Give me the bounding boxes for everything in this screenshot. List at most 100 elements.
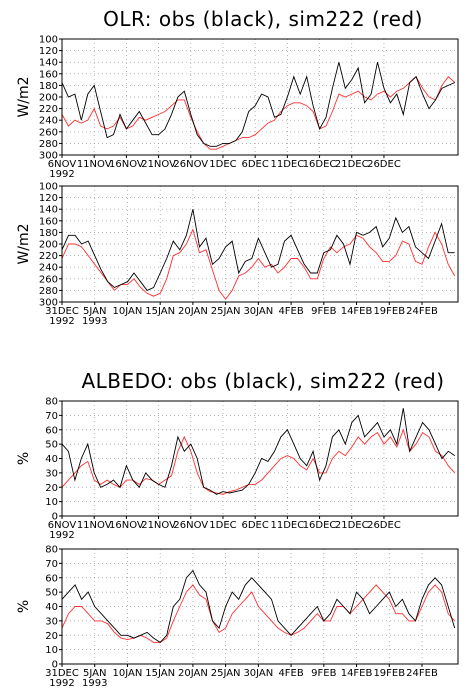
x-tick-label: 31DEC [45, 668, 79, 679]
albedo-chart-nov-dec: 0 10 20 30 40 50 60 70 80 6NOV199211NOV16NOV21NOV… [16, 397, 459, 541]
x-tick-label: 15JAN [145, 668, 175, 679]
x-tick-label: 5JAN [83, 306, 106, 317]
plot-frame [61, 400, 459, 517]
x-tick-label: 26NOV [173, 159, 208, 170]
x-tick-label: 21DEC [335, 159, 369, 170]
y-tick-label: 220 [39, 104, 58, 115]
y-tick-label: 200 [39, 93, 58, 104]
x-tick-label: 19FEB [373, 306, 405, 317]
x-tick-year-label: 1993 [82, 678, 107, 689]
x-tick-label: 19FEB [373, 668, 405, 679]
x-tick-label: 14FEB [341, 668, 373, 679]
y-tick-label: 220 [39, 251, 58, 262]
y-tick-label: 60 [45, 573, 58, 584]
x-tick-year-label: 1992 [49, 678, 74, 689]
y-tick-label: 300 [39, 151, 58, 162]
x-tick-label: 24FEB [406, 306, 438, 317]
y-axis-label: W/m2 [16, 76, 32, 117]
x-tick-label: 21NOV [141, 520, 176, 531]
x-tick-label: 16DEC [303, 159, 337, 170]
x-tick-label: 1DEC [209, 159, 236, 170]
y-axis-label: % [16, 600, 32, 613]
x-tick-label: 25JAN [211, 306, 241, 317]
series-line-sim [62, 428, 456, 495]
series-line-sim [62, 584, 456, 643]
y-tick-label: 0 [52, 512, 58, 523]
x-tick-label: 6DEC [241, 159, 268, 170]
x-tick-label: 30JAN [243, 668, 273, 679]
x-tick-label: 21NOV [141, 159, 176, 170]
olr-title: OLR: obs (black), sim222 (red) [103, 7, 423, 31]
series-line-obs [62, 62, 455, 147]
y-tick-label: 300 [39, 298, 58, 309]
x-tick-year-label: 1992 [49, 316, 74, 327]
x-tick-label: 16NOV [109, 520, 144, 531]
x-tick-label: 5JAN [83, 668, 106, 679]
y-tick-label: 280 [39, 286, 58, 297]
x-tick-label: 4FEB [278, 668, 303, 679]
x-tick-label: 26NOV [173, 520, 208, 531]
y-axis-label: % [16, 452, 32, 465]
y-tick-label: 120 [39, 193, 58, 204]
x-tick-label: 16NOV [109, 159, 144, 170]
y-tick-label: 40 [45, 454, 58, 465]
series-line-sim [62, 228, 456, 300]
y-tick-label: 20 [45, 631, 58, 642]
y-tick-label: 200 [39, 240, 58, 251]
plot-frame [61, 548, 459, 665]
y-tick-label: 30 [45, 468, 58, 479]
x-tick-label: 9FEB [311, 668, 336, 679]
y-tick-label: 100 [39, 182, 58, 193]
y-tick-label: 10 [45, 645, 58, 656]
x-tick-label: 15JAN [145, 306, 175, 317]
x-tick-label: 4FEB [278, 306, 303, 317]
x-tick-label: 11NOV [77, 159, 112, 170]
x-tick-label: 11DEC [270, 159, 304, 170]
x-tick-label: 11NOV [77, 520, 112, 531]
y-tick-label: 260 [39, 274, 58, 285]
y-tick-label: 0 [52, 660, 58, 671]
y-tick-label: 40 [45, 602, 58, 613]
y-tick-label: 80 [45, 545, 58, 556]
y-tick-label: 240 [39, 116, 58, 127]
x-tick-label: 21DEC [335, 520, 369, 531]
x-tick-label: 30JAN [243, 306, 273, 317]
x-tick-label: 10JAN [113, 668, 143, 679]
x-tick-label: 11DEC [270, 520, 304, 531]
y-tick-label: 70 [45, 411, 58, 422]
x-tick-label: 26DEC [367, 520, 401, 531]
y-tick-label: 180 [39, 81, 58, 92]
x-tick-label: 24FEB [406, 668, 438, 679]
y-tick-label: 50 [45, 440, 58, 451]
x-tick-label: 31DEC [45, 306, 79, 317]
y-tick-label: 260 [39, 127, 58, 138]
x-tick-label: 16DEC [303, 520, 337, 531]
albedo-title: ALBEDO: obs (black), sim222 (red) [81, 369, 444, 393]
y-tick-label: 70 [45, 559, 58, 570]
x-tick-label: 9FEB [311, 306, 336, 317]
x-tick-year-label: 1992 [49, 169, 74, 180]
y-tick-label: 50 [45, 588, 58, 599]
plot-frame [61, 38, 459, 156]
x-tick-label: 25JAN [211, 668, 241, 679]
y-tick-label: 10 [45, 497, 58, 508]
x-tick-year-label: 1992 [49, 530, 74, 541]
x-tick-label: 20JAN [178, 668, 208, 679]
y-tick-label: 280 [39, 139, 58, 150]
x-tick-label: 14FEB [341, 306, 373, 317]
y-tick-label: 120 [39, 46, 58, 57]
olr-chart-nov-dec: 1001201401601802002202402602803006NOV199… [16, 35, 459, 180]
x-tick-label: 6NOV [48, 159, 77, 170]
series-line-obs [62, 569, 456, 643]
x-tick-label: 10JAN [113, 306, 143, 317]
series-line-sim [62, 75, 456, 150]
x-tick-label: 6DEC [241, 520, 268, 531]
y-tick-label: 20 [45, 483, 58, 494]
series-line-obs [62, 408, 456, 495]
x-tick-label: 1DEC [209, 520, 236, 531]
y-tick-label: 240 [39, 263, 58, 274]
x-tick-label: 6NOV [48, 520, 77, 531]
y-tick-label: 30 [45, 616, 58, 627]
